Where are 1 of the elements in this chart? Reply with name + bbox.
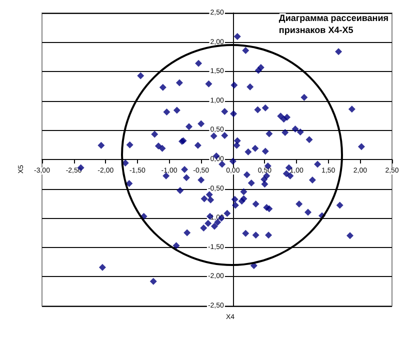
- text: Диаграмма рассеивания признаков X4-X5: [278, 13, 389, 35]
